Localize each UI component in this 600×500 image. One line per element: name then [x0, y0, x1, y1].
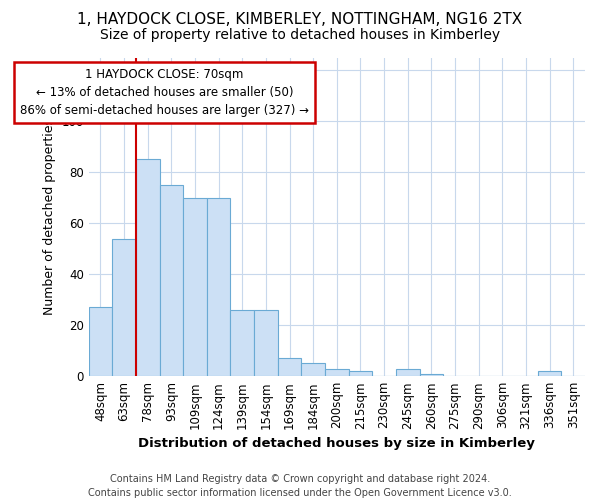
Text: Contains HM Land Registry data © Crown copyright and database right 2024.
Contai: Contains HM Land Registry data © Crown c… [88, 474, 512, 498]
Bar [396, 368, 419, 376]
Bar [349, 371, 372, 376]
Bar [278, 358, 301, 376]
Bar [89, 308, 112, 376]
Bar [538, 371, 562, 376]
Bar [419, 374, 443, 376]
Text: 1 HAYDOCK CLOSE: 70sqm
← 13% of detached houses are smaller (50)
86% of semi-det: 1 HAYDOCK CLOSE: 70sqm ← 13% of detached… [20, 68, 309, 116]
Bar [160, 185, 183, 376]
Bar [207, 198, 230, 376]
Bar [230, 310, 254, 376]
Bar [136, 160, 160, 376]
Bar [325, 368, 349, 376]
Bar [112, 238, 136, 376]
Text: 1, HAYDOCK CLOSE, KIMBERLEY, NOTTINGHAM, NG16 2TX: 1, HAYDOCK CLOSE, KIMBERLEY, NOTTINGHAM,… [77, 12, 523, 28]
Bar [254, 310, 278, 376]
Bar [301, 364, 325, 376]
X-axis label: Distribution of detached houses by size in Kimberley: Distribution of detached houses by size … [139, 437, 535, 450]
Bar [183, 198, 207, 376]
Y-axis label: Number of detached properties: Number of detached properties [43, 118, 56, 316]
Text: Size of property relative to detached houses in Kimberley: Size of property relative to detached ho… [100, 28, 500, 42]
